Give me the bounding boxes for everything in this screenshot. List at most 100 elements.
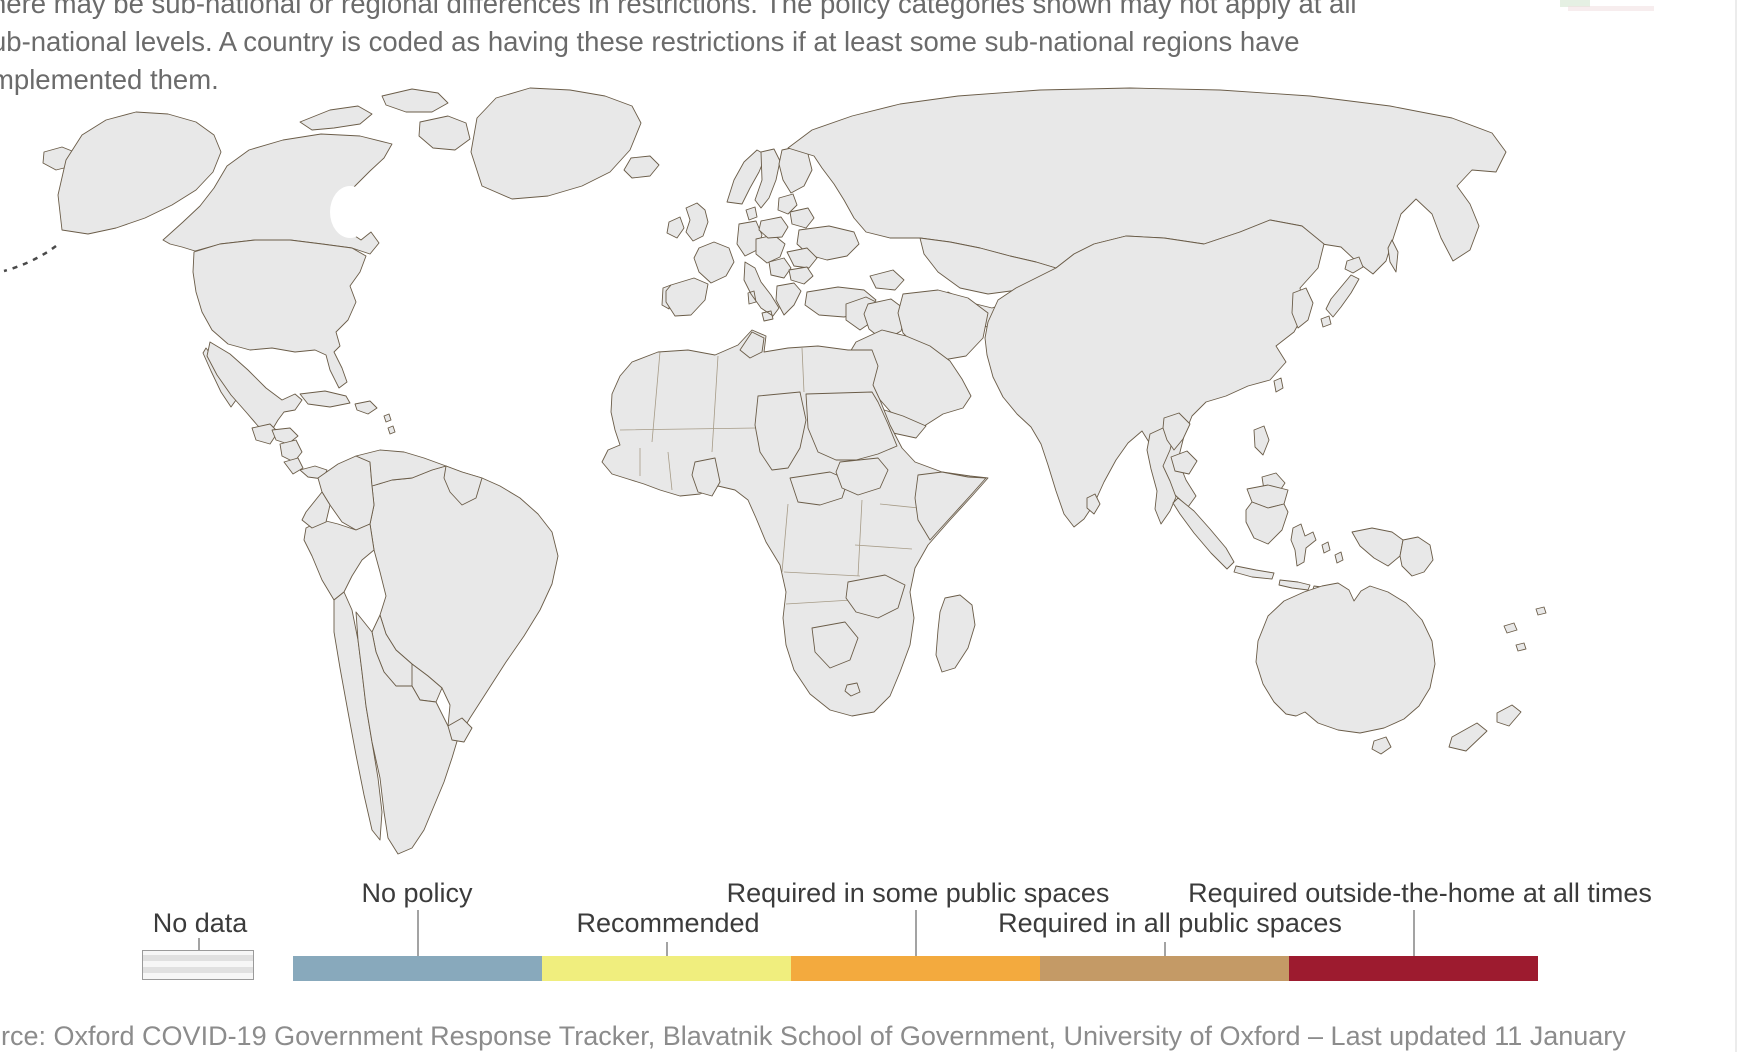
region-france[interactable] (693, 241, 735, 284)
region-peru[interactable] (303, 519, 375, 601)
region-sweden[interactable] (754, 148, 781, 209)
region-sulawesi[interactable] (1290, 523, 1317, 567)
region-chad[interactable] (754, 391, 807, 471)
region-venezuela[interactable] (355, 449, 447, 487)
region-hispaniola[interactable] (354, 400, 378, 415)
region-java[interactable] (1233, 565, 1275, 580)
region-italy[interactable] (743, 261, 780, 322)
region-taiwan[interactable] (1273, 377, 1284, 393)
region-spain[interactable] (665, 277, 709, 317)
region-guyanas[interactable] (443, 465, 483, 506)
region-botswana[interactable] (811, 621, 859, 669)
region-ireland[interactable] (666, 216, 685, 239)
region-greece[interactable] (775, 282, 802, 316)
region-sakhalin[interactable] (1387, 239, 1399, 273)
region-greenland[interactable] (470, 87, 642, 200)
legend-no-data-swatch[interactable] (142, 950, 254, 980)
region-madagascar[interactable] (935, 594, 976, 673)
region-lesotho[interactable] (844, 682, 861, 697)
region-ghana[interactable] (691, 457, 721, 497)
region-chile[interactable] (333, 591, 383, 841)
region-honduras[interactable] (271, 427, 299, 445)
legend-label-no-data: No data (152, 908, 248, 938)
region-uruguay[interactable] (447, 717, 473, 743)
region-belarus[interactable] (789, 207, 815, 229)
region-alaska[interactable] (57, 111, 222, 235)
region-iceland[interactable] (623, 155, 660, 179)
source-attribution: urce: Oxford COVID-19 Government Respons… (0, 1021, 1626, 1051)
region-sri-lanka[interactable] (1086, 493, 1101, 515)
region-poland[interactable] (758, 216, 789, 239)
region-kalimantan[interactable] (1245, 501, 1289, 545)
legend-label-required-outside-home: Required outside-the-home at all times (1188, 878, 1652, 908)
region-romania[interactable] (786, 247, 818, 269)
region-arctic-islands[interactable] (418, 115, 471, 151)
region-sudan[interactable] (805, 391, 898, 461)
region-africa-mainland[interactable] (601, 329, 989, 717)
region-new-zealand-south[interactable] (1448, 722, 1488, 752)
region-arctic-islands[interactable] (381, 88, 449, 113)
region-united-states[interactable] (192, 239, 367, 389)
logo-fragment-green (1560, 0, 1590, 7)
region-pacific-island[interactable] (1515, 642, 1527, 652)
region-bulgaria[interactable] (788, 266, 814, 285)
region-west-balkans[interactable] (768, 257, 792, 279)
aleutian-islands-arc (3, 244, 57, 273)
legend-label-recommended: Recommended (576, 908, 760, 938)
region-lesser-sunda-islands[interactable] (1278, 579, 1311, 591)
legend-swatch-required-some[interactable] (791, 956, 1040, 981)
region-tunisia[interactable] (739, 331, 765, 359)
region-somalia[interactable] (914, 471, 987, 541)
legend-swatch-required-all[interactable] (1040, 956, 1289, 981)
logo-fragment-pink (1568, 6, 1654, 11)
region-laos[interactable] (1162, 412, 1191, 451)
note-line-1: here may be sub-national or regional dif… (0, 0, 1357, 19)
note-line-2: ub-national levels. A country is coded a… (0, 26, 1300, 57)
region-united-kingdom[interactable] (685, 202, 709, 242)
region-lesser-antilles[interactable] (383, 413, 396, 435)
region-papua-new-guinea[interactable] (1399, 536, 1434, 577)
region-caucasus[interactable] (869, 269, 905, 291)
region-japan[interactable] (1320, 256, 1364, 328)
region-guatemala[interactable] (251, 423, 279, 445)
region-argentina[interactable] (355, 611, 459, 855)
region-arctic-islands[interactable] (299, 105, 373, 131)
legend-color-bar (293, 956, 1538, 981)
region-costa-rica[interactable] (283, 457, 304, 475)
region-korea[interactable] (1291, 287, 1314, 329)
region-philippines[interactable] (1253, 425, 1286, 496)
region-denmark[interactable] (745, 206, 758, 221)
region-pacific-island[interactable] (1503, 622, 1518, 634)
region-pacific-island[interactable] (1535, 606, 1547, 616)
region-ecuador[interactable] (301, 491, 331, 529)
legend-label-no-policy: No policy (361, 878, 473, 908)
legend-tick (666, 942, 668, 956)
region-zambia[interactable] (845, 574, 906, 619)
region-sumatra[interactable] (1172, 497, 1235, 570)
legend-tick (417, 910, 419, 956)
region-cuba[interactable] (299, 390, 351, 408)
map-regions (3, 87, 1547, 855)
region-cambodia[interactable] (1170, 450, 1198, 475)
note-line-3: mplemented them. (0, 64, 219, 95)
region-ukraine[interactable] (796, 225, 860, 261)
region-mexico[interactable] (206, 341, 303, 431)
region-west-papua[interactable] (1351, 527, 1404, 567)
region-moluccas[interactable] (1321, 541, 1344, 564)
region-south-sudan[interactable] (835, 457, 889, 496)
legend-tick (1164, 942, 1166, 956)
legend-swatch-recommended[interactable] (542, 956, 791, 981)
legend-tick (915, 910, 917, 956)
page-edge-divider (1735, 0, 1737, 1052)
legend-swatch-no-policy[interactable] (293, 956, 542, 981)
region-baltic-states[interactable] (777, 193, 798, 215)
region-tasmania[interactable] (1371, 736, 1392, 755)
region-new-zealand-north[interactable] (1496, 704, 1522, 727)
region-nicaragua[interactable] (279, 439, 303, 463)
region-australia[interactable] (1255, 582, 1436, 734)
region-central-african-republic[interactable] (789, 471, 849, 506)
legend-tick (1413, 910, 1415, 956)
legend-swatch-required-outside-home[interactable] (1289, 956, 1538, 981)
header-note: here may be sub-national or regional dif… (0, 0, 1571, 99)
